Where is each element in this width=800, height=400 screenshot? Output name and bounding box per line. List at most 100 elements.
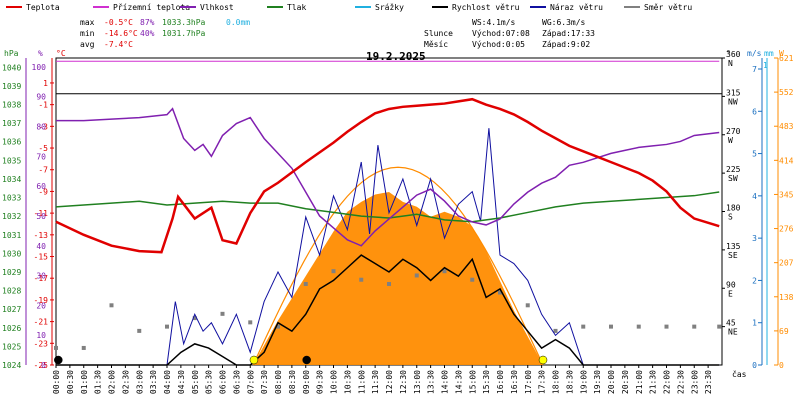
- x-tick-label: 11:00: [357, 370, 366, 394]
- humidity-tick-label: 70: [36, 152, 46, 161]
- temp-tick-label: -3: [38, 122, 48, 131]
- series-winddir-point: [109, 303, 114, 308]
- pressure-tick-label: 1032: [2, 212, 21, 221]
- pressure-tick-label: 1026: [2, 324, 21, 333]
- wind-tick-label: 3: [752, 234, 757, 243]
- legend-item-rychlost-vetru: Rychlost větru: [432, 2, 519, 14]
- series-solar-area: [253, 191, 544, 365]
- solar-tick-label: 276: [779, 225, 794, 234]
- stats-block: max -0.5°C 87% 1033.3hPa 0.0mm min -14.6…: [0, 0, 800, 60]
- solar-tick-label: 69: [779, 327, 789, 336]
- pressure-axis-label: hPa: [4, 49, 19, 58]
- series-winddir-point: [165, 324, 169, 329]
- pressure-tick-label: 1025: [2, 342, 21, 351]
- max-temp: -0.5°C: [104, 18, 133, 27]
- series-winddir-point: [692, 324, 697, 329]
- temp-tick-label: -7: [38, 166, 48, 175]
- legend-swatch: [624, 5, 640, 8]
- x-tick-label: 01:30: [94, 370, 103, 394]
- legend: Teplota Přízemní teplota Vlhkost Tlak Sr…: [0, 2, 800, 16]
- max-humidity: 87%: [140, 18, 155, 27]
- dir-compass-label: NW: [728, 97, 738, 106]
- legend-item-vlhkost: Vlhkost: [180, 2, 234, 14]
- temp-tick-label: -17: [34, 274, 49, 283]
- humidity-tick-label: 0: [41, 361, 46, 370]
- legend-swatch: [6, 5, 22, 8]
- x-tick-label: 02:30: [121, 370, 130, 394]
- x-tick-label: 19:30: [593, 370, 602, 394]
- temp-tick-label: -23: [34, 339, 49, 348]
- temp-tick-label: -11: [34, 209, 49, 218]
- wind-tick-label: 2: [752, 276, 757, 285]
- series-winddir-point: [553, 328, 558, 333]
- x-tick-label: 22:00: [663, 370, 672, 394]
- x-tick-label: 23:00: [690, 370, 699, 394]
- wind-tick-label: 5: [752, 150, 757, 159]
- x-tick-label: 09:00: [302, 370, 311, 394]
- dir-compass-label: W: [728, 136, 733, 145]
- dir-tick-label: 135: [726, 242, 741, 251]
- x-tick-label: 18:30: [565, 370, 574, 394]
- series-winddir-point: [331, 269, 336, 274]
- legend-item-prizemni-teplota: Přízemní teplota: [93, 2, 190, 14]
- series-winddir-point: [276, 324, 280, 329]
- x-tick-label: 21:30: [649, 370, 658, 394]
- x-tick-label: 03:30: [149, 370, 158, 394]
- series-winddir-point: [81, 345, 86, 350]
- series-humidity: [56, 107, 720, 247]
- series-wind-speed: [56, 254, 720, 366]
- humidity-tick-label: 40: [36, 242, 46, 251]
- legend-swatch: [180, 5, 196, 8]
- x-tick-label: 03:00: [135, 370, 144, 394]
- humidity-tick-label: 80: [36, 123, 46, 132]
- pressure-tick-label: 1028: [2, 287, 21, 296]
- avg-label: avg: [80, 40, 95, 49]
- x-tick-label: 04:30: [177, 370, 186, 394]
- wind-tick-label: 1: [752, 319, 757, 328]
- x-tick-label: 14:00: [441, 370, 450, 394]
- x-tick-label: 20:00: [607, 370, 616, 394]
- series-solar-theoretical: [252, 166, 544, 366]
- legend-label: Směr větru: [644, 3, 693, 12]
- legend-swatch: [355, 5, 371, 8]
- min-temp: -14.6°C: [104, 29, 138, 38]
- dir-compass-label: SW: [728, 174, 738, 183]
- humidity-tick-label: 30: [36, 272, 46, 281]
- series-winddir-point: [717, 324, 722, 329]
- pressure-tick-label: 1027: [2, 305, 21, 314]
- series-winddir-point: [581, 324, 586, 329]
- legend-swatch: [530, 5, 546, 8]
- series-winddir-point: [525, 303, 530, 308]
- series-winddir-point: [303, 281, 308, 286]
- pressure-tick-label: 1035: [2, 156, 21, 165]
- solar-tick-label: 414: [779, 156, 794, 165]
- temp-tick-label: -19: [34, 296, 49, 305]
- humidity-tick-label: 60: [36, 182, 46, 191]
- x-tick-label: 08:00: [274, 370, 283, 394]
- x-tick-label: 23:30: [704, 370, 713, 394]
- dir-compass-label: E: [728, 289, 733, 298]
- x-tick-label: 17:30: [538, 370, 547, 394]
- marker-sunset: [538, 355, 548, 365]
- x-tick-label: 11:30: [371, 370, 380, 394]
- sunrise-stat: Východ:07:08: [472, 29, 530, 38]
- x-tick-label: 04:00: [163, 370, 172, 394]
- x-tick-label: 12:00: [385, 370, 394, 394]
- rain-axis-label: mm: [764, 49, 774, 58]
- x-tick-label: 08:30: [288, 370, 297, 394]
- marker-moonset: [302, 355, 311, 365]
- humidity-axis-label: %: [38, 49, 43, 58]
- legend-swatch: [267, 5, 283, 8]
- series-winddir-point: [137, 328, 142, 333]
- dir-tick-label: 180: [726, 204, 741, 213]
- x-tick-label: 06:00: [219, 370, 228, 394]
- temp-tick-label: -5: [38, 144, 48, 153]
- dir-tick-label: 45: [726, 319, 736, 328]
- wind-tick-label: 7: [752, 65, 757, 74]
- legend-item-srazky: Srážky: [355, 2, 404, 14]
- legend-label: Vlhkost: [200, 3, 234, 12]
- pressure-tick-label: 1033: [2, 194, 21, 203]
- pressure-tick-label: 1031: [2, 231, 21, 240]
